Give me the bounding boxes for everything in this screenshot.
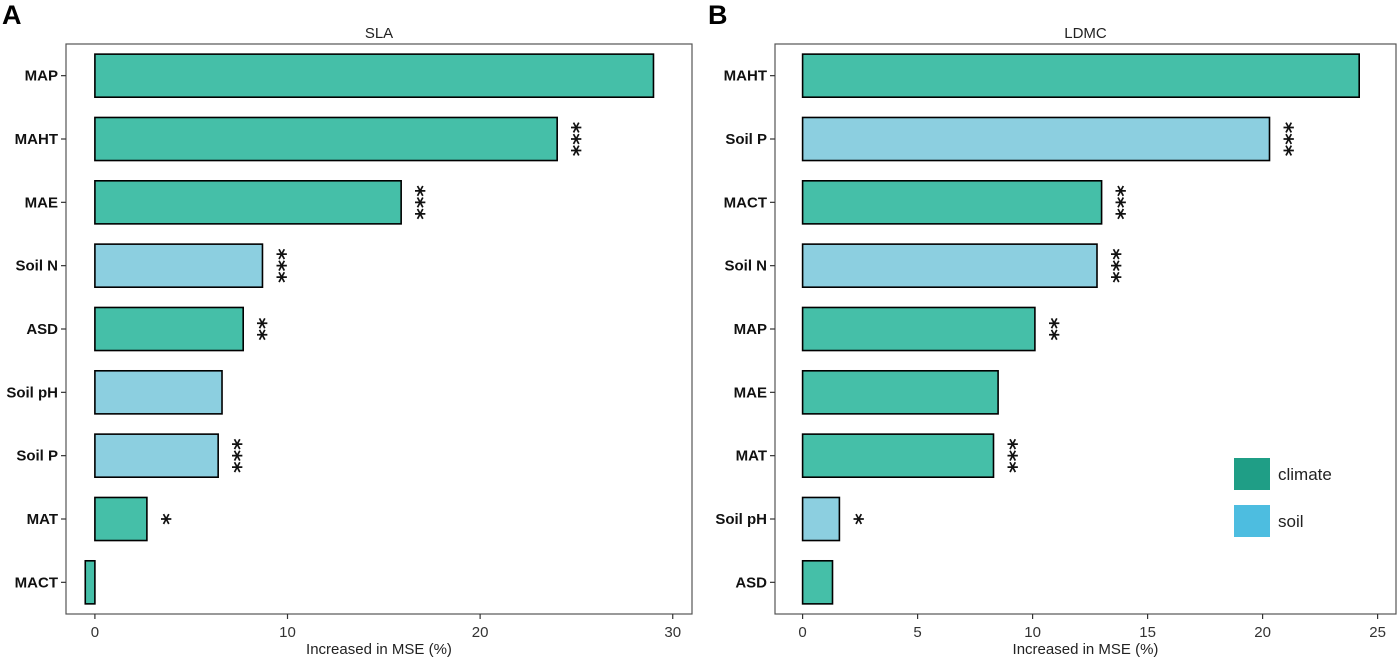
bar-soil-n: [801, 243, 1098, 288]
panel-letter: A: [2, 0, 22, 30]
bar-map: [94, 53, 655, 99]
x-tick-label: 0: [91, 624, 99, 641]
bar-mae: [801, 369, 999, 415]
x-tick-label: 30: [664, 624, 681, 641]
bar-asd: [801, 559, 834, 605]
bar-mat: [94, 496, 148, 542]
significance-label: ***: [1099, 248, 1124, 283]
bar-mae: [94, 180, 402, 225]
bar-soil-p: [801, 116, 1271, 162]
significance-label: ***: [559, 122, 584, 157]
x-tick-label: 25: [1369, 624, 1386, 641]
legend-label-climate: climate: [1278, 465, 1332, 484]
x-tick-label: 10: [279, 624, 296, 641]
category-label: MAHT: [15, 131, 58, 148]
category-label: Soil pH: [715, 511, 767, 528]
x-tick-label: 20: [472, 624, 489, 641]
bar-map: [801, 306, 1036, 352]
category-label: Soil N: [15, 258, 58, 275]
bar-soil-ph: [94, 369, 223, 415]
category-label: Soil P: [725, 131, 767, 148]
bar-mact: [84, 559, 96, 605]
significance-label: **: [245, 317, 270, 341]
x-tick-label: 0: [798, 624, 806, 641]
category-label: MAE: [25, 194, 58, 211]
significance-label: **: [1037, 317, 1062, 341]
significance-label: ***: [1272, 122, 1297, 157]
category-label: MAT: [27, 511, 58, 528]
panel-b: B LDMC MAHT Soil P *** MACT *** Soil N *** MAP ** M…: [708, 0, 1397, 657]
category-label: MAE: [734, 384, 767, 401]
category-label: MAHT: [724, 68, 767, 85]
bar-soil-ph: [801, 496, 841, 542]
chart-title: SLA: [365, 25, 393, 42]
category-label: MACT: [724, 194, 767, 211]
category-label: MAP: [25, 68, 58, 85]
significance-label: ***: [1104, 185, 1129, 220]
category-label: ASD: [735, 574, 767, 591]
bar-mat: [801, 433, 995, 478]
panel-letter: B: [708, 0, 728, 30]
category-label: Soil N: [724, 258, 767, 275]
legend-label-soil: soil: [1278, 512, 1304, 531]
x-tick-label: 10: [1024, 624, 1041, 641]
chart-title: LDMC: [1064, 25, 1107, 42]
legend: climate soil: [1234, 458, 1332, 537]
category-label: Soil pH: [6, 384, 58, 401]
panel-a: A SLA MAP MAHT *** MAE *** Soil N *** ASD ** Soil p…: [2, 0, 693, 657]
significance-label: ***: [403, 185, 428, 220]
significance-label: *: [841, 513, 866, 525]
legend-swatch-climate: [1234, 458, 1270, 490]
category-label: Soil P: [16, 448, 58, 465]
category-label: MACT: [15, 574, 58, 591]
category-label: MAT: [736, 448, 767, 465]
bar-maht: [94, 116, 558, 162]
x-tick-label: 15: [1139, 624, 1156, 641]
category-label: MAP: [734, 321, 767, 338]
x-axis-title: Increased in MSE (%): [306, 641, 452, 657]
legend-swatch-soil: [1234, 505, 1270, 537]
significance-label: ***: [264, 248, 289, 283]
x-tick-label: 5: [913, 624, 921, 641]
x-tick-label: 20: [1254, 624, 1271, 641]
significance-label: ***: [220, 438, 245, 473]
x-axis-title: Increased in MSE (%): [1013, 641, 1159, 657]
bar-soil-n: [94, 243, 264, 288]
bar-maht: [801, 53, 1360, 99]
significance-label: ***: [996, 438, 1021, 473]
significance-label: *: [149, 513, 174, 525]
bar-asd: [94, 306, 245, 352]
bar-mact: [801, 180, 1103, 225]
category-label: ASD: [26, 321, 58, 338]
bar-soil-p: [94, 433, 219, 478]
